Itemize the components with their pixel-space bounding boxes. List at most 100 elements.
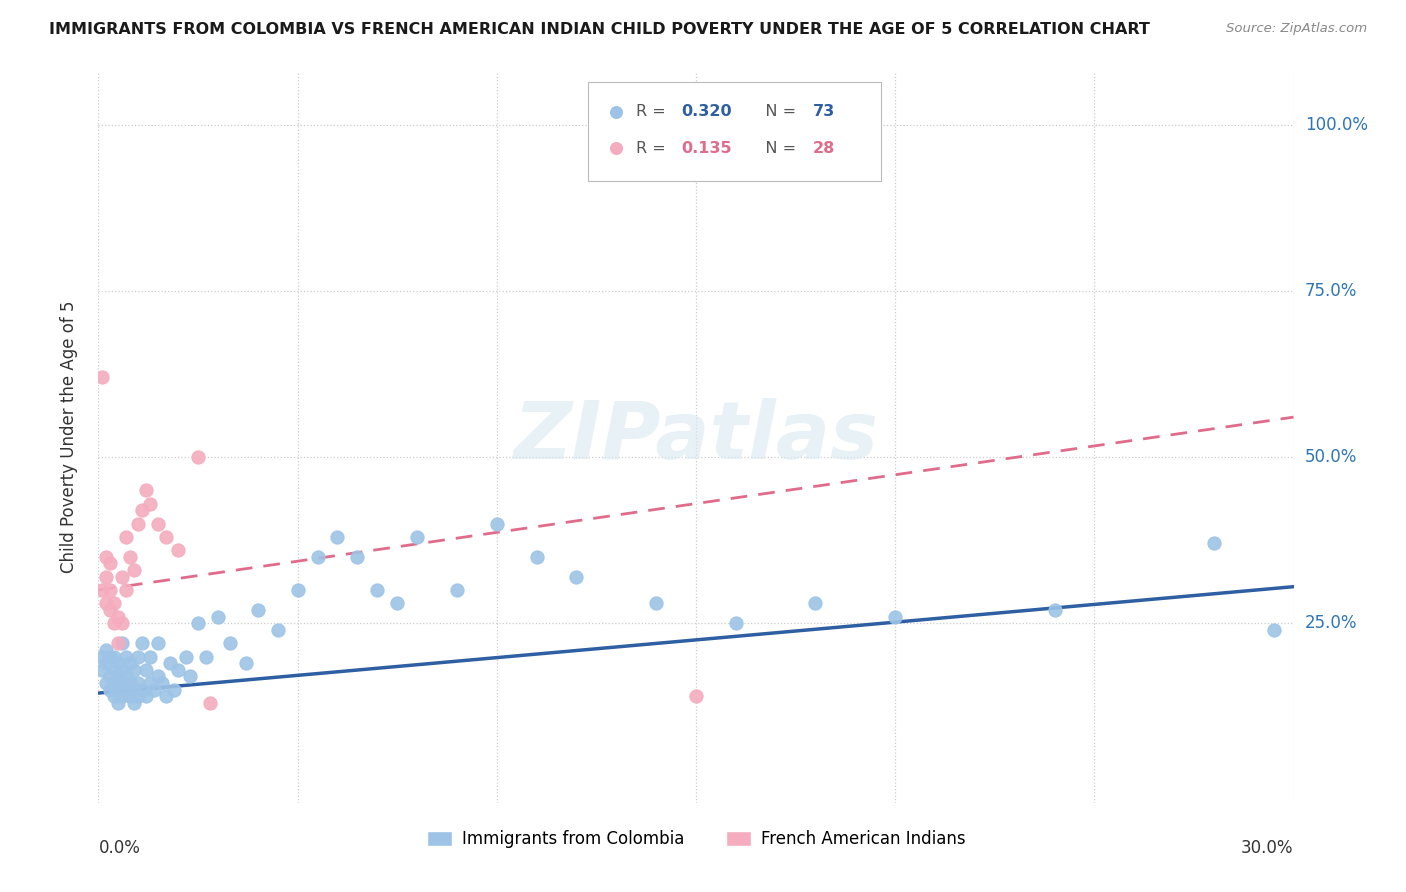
- Point: [155, 530, 177, 544]
- Point: [131, 682, 153, 697]
- Text: 73: 73: [813, 104, 835, 120]
- Point: [159, 656, 181, 670]
- Point: [103, 649, 125, 664]
- Point: [98, 682, 122, 697]
- Text: 75.0%: 75.0%: [1305, 282, 1357, 300]
- Text: 0.135: 0.135: [682, 141, 733, 156]
- Point: [127, 516, 149, 531]
- Point: [107, 656, 129, 670]
- Point: [98, 649, 122, 664]
- Point: [103, 616, 125, 631]
- Legend: Immigrants from Colombia, French American Indians: Immigrants from Colombia, French America…: [419, 822, 973, 856]
- Point: [96, 549, 118, 564]
- Point: [1263, 623, 1285, 637]
- Point: [1043, 603, 1066, 617]
- Point: [115, 649, 138, 664]
- Point: [124, 563, 146, 577]
- Point: [107, 696, 129, 710]
- Point: [115, 682, 138, 697]
- Text: R =: R =: [636, 104, 671, 120]
- Point: [287, 582, 309, 597]
- Text: N =: N =: [749, 141, 801, 156]
- Point: [103, 663, 125, 677]
- Point: [174, 649, 197, 664]
- Point: [207, 609, 229, 624]
- Point: [111, 616, 134, 631]
- Point: [155, 690, 177, 704]
- Point: [724, 616, 747, 631]
- Point: [135, 690, 157, 704]
- Point: [406, 530, 429, 544]
- Point: [366, 582, 388, 597]
- Point: [131, 636, 153, 650]
- Point: [131, 503, 153, 517]
- Point: [124, 663, 146, 677]
- Point: [120, 690, 142, 704]
- Point: [187, 450, 209, 464]
- Point: [148, 516, 170, 531]
- Point: [120, 549, 142, 564]
- Text: 30.0%: 30.0%: [1241, 839, 1294, 857]
- Point: [884, 609, 907, 624]
- Text: IMMIGRANTS FROM COLOMBIA VS FRENCH AMERICAN INDIAN CHILD POVERTY UNDER THE AGE O: IMMIGRANTS FROM COLOMBIA VS FRENCH AMERI…: [49, 22, 1150, 37]
- Point: [148, 636, 170, 650]
- Point: [107, 636, 129, 650]
- Point: [98, 582, 122, 597]
- Point: [326, 530, 349, 544]
- Point: [127, 690, 149, 704]
- Text: 0.0%: 0.0%: [98, 839, 141, 857]
- Point: [179, 669, 201, 683]
- Point: [307, 549, 329, 564]
- Y-axis label: Child Poverty Under the Age of 5: Child Poverty Under the Age of 5: [59, 301, 77, 574]
- Point: [115, 530, 138, 544]
- Text: R =: R =: [636, 141, 671, 156]
- Point: [1202, 536, 1225, 550]
- Point: [685, 690, 707, 704]
- Point: [96, 656, 118, 670]
- Point: [526, 549, 548, 564]
- Point: [235, 656, 257, 670]
- Point: [91, 582, 114, 597]
- Point: [195, 649, 218, 664]
- Point: [127, 649, 149, 664]
- Point: [135, 483, 157, 498]
- Point: [107, 682, 129, 697]
- Point: [163, 682, 186, 697]
- Text: ZIPatlas: ZIPatlas: [513, 398, 879, 476]
- Text: 25.0%: 25.0%: [1305, 615, 1357, 632]
- Text: 50.0%: 50.0%: [1305, 448, 1357, 466]
- Point: [565, 570, 588, 584]
- Point: [167, 543, 190, 558]
- FancyBboxPatch shape: [589, 82, 882, 181]
- Point: [96, 643, 118, 657]
- Point: [91, 370, 114, 384]
- Point: [98, 669, 122, 683]
- Point: [111, 690, 134, 704]
- Point: [385, 596, 409, 610]
- Point: [120, 656, 142, 670]
- Point: [98, 557, 122, 571]
- Text: Source: ZipAtlas.com: Source: ZipAtlas.com: [1226, 22, 1367, 36]
- Point: [111, 663, 134, 677]
- Point: [139, 649, 162, 664]
- Point: [124, 696, 146, 710]
- Point: [91, 649, 114, 664]
- Point: [111, 636, 134, 650]
- Point: [135, 663, 157, 677]
- Point: [96, 676, 118, 690]
- Point: [103, 676, 125, 690]
- Point: [107, 669, 129, 683]
- Point: [120, 676, 142, 690]
- Point: [96, 570, 118, 584]
- Point: [150, 676, 173, 690]
- Point: [143, 682, 166, 697]
- Point: [446, 582, 468, 597]
- Text: 0.320: 0.320: [682, 104, 733, 120]
- Point: [111, 676, 134, 690]
- Point: [167, 663, 190, 677]
- Text: N =: N =: [749, 104, 801, 120]
- Point: [115, 582, 138, 597]
- Point: [139, 497, 162, 511]
- Point: [103, 690, 125, 704]
- Point: [96, 596, 118, 610]
